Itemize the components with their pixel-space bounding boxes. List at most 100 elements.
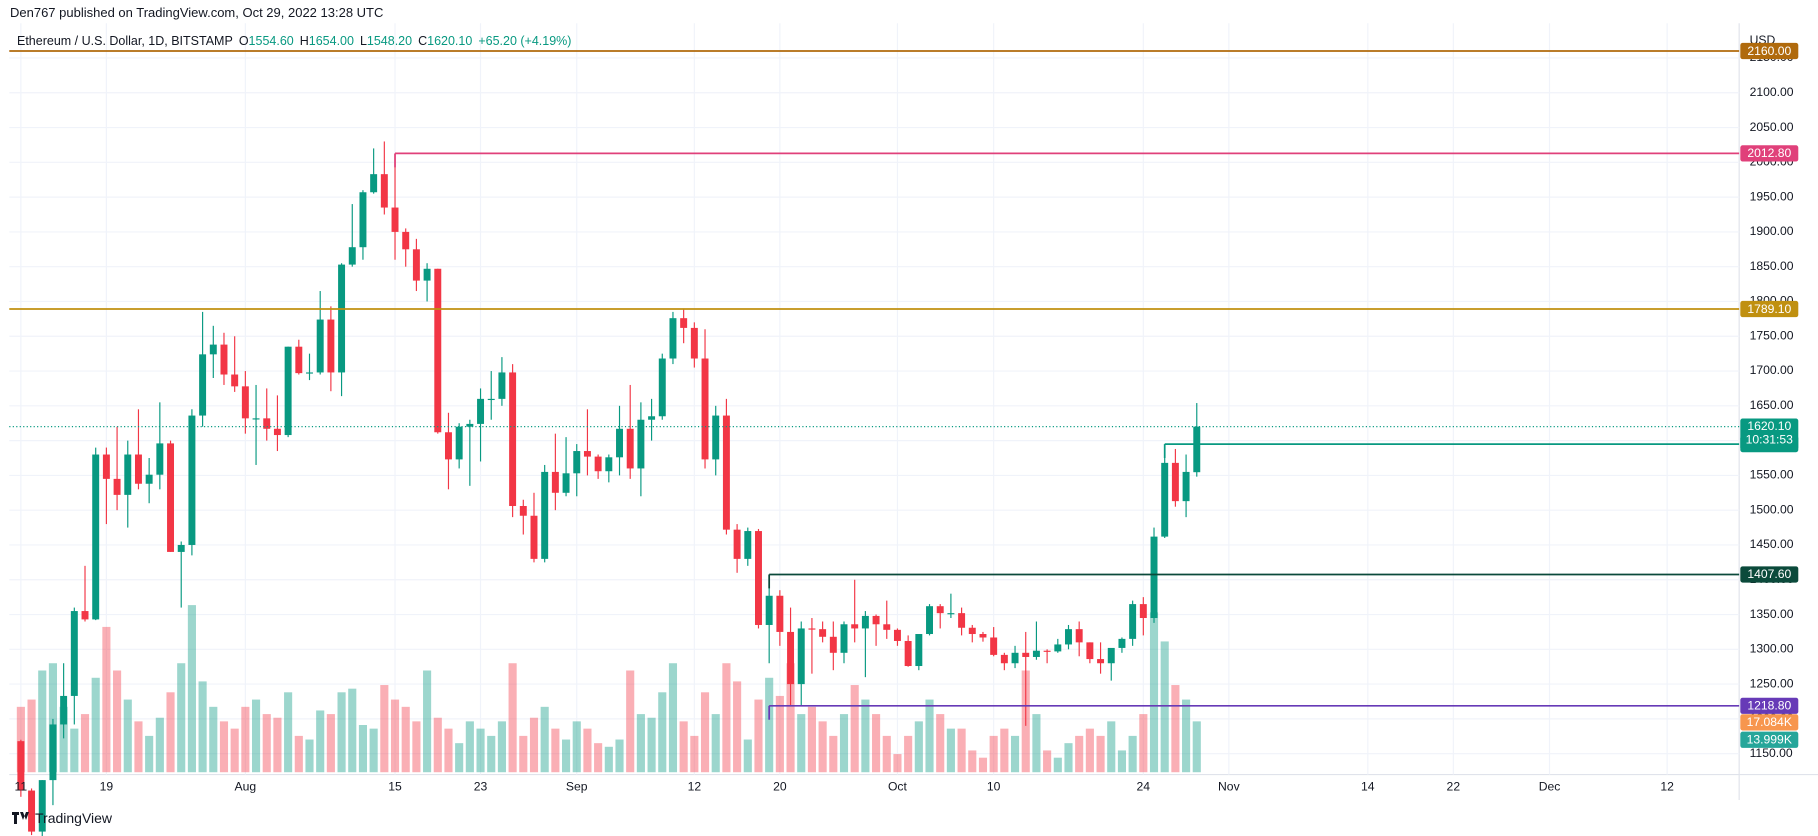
volume-bar (1192, 721, 1201, 773)
candle-body (551, 471, 559, 493)
volume-bar (733, 681, 742, 773)
candle-body (28, 790, 36, 832)
volume-bar (1000, 728, 1009, 773)
x-tick-label: 14 (1361, 780, 1375, 794)
volume-bar (1139, 714, 1148, 773)
candle-body (541, 471, 549, 559)
volume-bar (1171, 685, 1180, 773)
price-label-box (1740, 145, 1799, 162)
volume-bar (497, 721, 506, 773)
candle-body (92, 454, 100, 620)
volume-bar (1010, 735, 1020, 773)
volume-bar (936, 714, 945, 773)
candle-body (423, 268, 431, 281)
volume-bar (412, 721, 421, 773)
volume-bar (380, 685, 389, 773)
candle-body (797, 628, 805, 685)
candle-body (958, 613, 966, 628)
candle-body (1097, 659, 1105, 664)
candle-body (1139, 604, 1147, 619)
y-tick-label: 1550.00 (1750, 468, 1794, 482)
candle-body (477, 398, 485, 424)
volume-bar (326, 714, 335, 773)
legend-item: L1548.20 (360, 34, 412, 48)
y-tick-label: 1250.00 (1750, 676, 1794, 690)
candle-body (81, 611, 89, 620)
candle-body (1000, 654, 1008, 664)
volume-bar (48, 663, 57, 773)
volume-bar (626, 670, 635, 773)
candle-body (1193, 426, 1201, 473)
last-price-label: 1620.10 (1747, 419, 1791, 433)
legend: Ethereum / U.S. Dollar, 1D, BITSTAMP O15… (17, 34, 571, 48)
candle-body (49, 724, 57, 781)
volume-bar (241, 706, 250, 773)
candle-body (295, 346, 303, 374)
volume-bar (850, 685, 859, 773)
candle-body (776, 595, 784, 632)
y-tick-label: 1300.00 (1750, 642, 1794, 656)
volume-bar (134, 721, 143, 773)
volume-bar (679, 721, 688, 773)
x-tick-label: 12 (1660, 780, 1674, 794)
volume-bar (177, 663, 186, 773)
candle-body (722, 415, 730, 530)
x-tick-label: 19 (100, 780, 114, 794)
candle-body (990, 637, 998, 655)
y-tick-label: 1150.00 (1750, 746, 1793, 760)
candle-body (348, 247, 356, 265)
candle-body (370, 174, 378, 193)
x-tick-label: 11 (15, 780, 28, 794)
volume-bar (872, 714, 881, 773)
volume-bar (1096, 735, 1105, 773)
y-tick-label: 1650.00 (1750, 398, 1794, 412)
volume-bar (273, 717, 282, 773)
volume-bar (1064, 743, 1073, 773)
price-label: 1218.80 (1747, 699, 1791, 713)
x-tick-label: Oct (888, 780, 908, 794)
countdown-label: 10:31:53 (1746, 433, 1794, 447)
footer-brand: TradingView (35, 810, 113, 826)
candle-body (316, 319, 324, 373)
volume-bar (198, 681, 207, 773)
volume-bar (1053, 757, 1062, 773)
price-label: 2012.80 (1747, 146, 1791, 160)
volume-bar (423, 670, 432, 773)
header: Den767 published on TradingView.com, Oct… (10, 5, 384, 20)
candle-body (252, 418, 260, 420)
candle-body (434, 268, 442, 433)
volume-bar (401, 706, 410, 773)
candle-body (861, 615, 869, 629)
volume-bar (989, 735, 998, 773)
y-tick-label: 1750.00 (1750, 328, 1794, 342)
candle-body (765, 595, 773, 625)
volume-bar (1182, 699, 1191, 773)
volume-bar (529, 717, 539, 773)
candle-body (412, 249, 420, 281)
volume-bar (145, 735, 154, 773)
candle-body (519, 506, 527, 516)
axis: 1150.001200.001250.001300.001350.001400.… (15, 42, 1799, 794)
candle-body (1032, 650, 1040, 657)
candle-body (616, 428, 623, 458)
candle-body (1107, 647, 1115, 664)
volume-bar (786, 663, 795, 773)
candle-body (359, 192, 367, 248)
volume-bar (893, 754, 902, 773)
volume-bar (187, 605, 196, 773)
x-tick-label: 12 (688, 780, 702, 794)
price-label: 1789.10 (1747, 302, 1791, 316)
candle-body (1161, 462, 1169, 537)
y-tick-label: 1500.00 (1750, 502, 1794, 516)
legend-change: +65.20 (+4.19%) (478, 34, 572, 48)
legend-key: H (299, 34, 309, 48)
volume-bar (284, 692, 293, 773)
price-label-box (1740, 300, 1799, 318)
x-tick-label: Aug (235, 780, 257, 794)
candle-body (220, 344, 228, 375)
price-label: 2160.00 (1747, 44, 1791, 58)
candle-body (915, 634, 923, 667)
candle-body (231, 374, 239, 387)
candle-body (188, 415, 196, 545)
